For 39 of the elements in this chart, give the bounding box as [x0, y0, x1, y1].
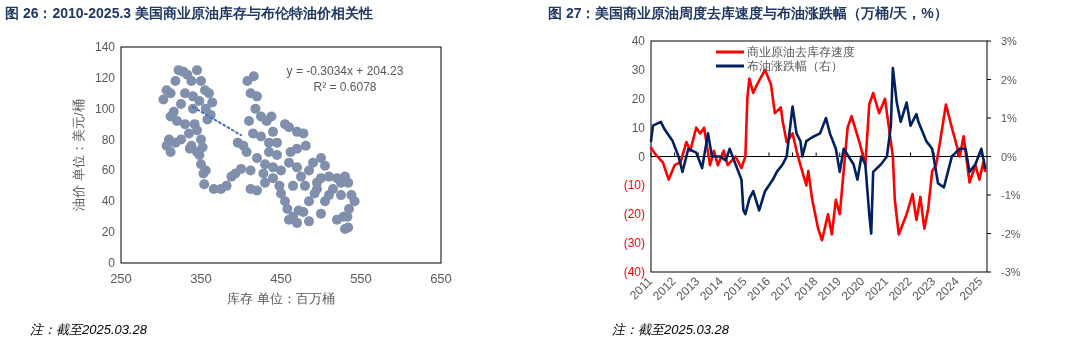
x-tick-label: 450	[270, 271, 292, 286]
y2-tick-label: 0%	[1001, 150, 1018, 163]
y-tick-label: 30	[631, 62, 646, 77]
chart-title: 图 27：美国商业原油周度去库速度与布油涨跌幅（万桶/天，%）	[548, 5, 948, 21]
legend-label: 布油涨跌幅（右）	[747, 59, 843, 73]
x-tick-label: 650	[430, 271, 452, 286]
text: 注：截至2025.03.28	[612, 322, 730, 337]
annotation: R² = 0.6078	[313, 80, 377, 94]
annotation: y = -0.3034x + 204.23	[286, 64, 404, 78]
x-tick-label: 550	[350, 271, 372, 286]
legend-label: 商业原油去库存速度	[747, 45, 855, 59]
y2-tick-label: 3%	[1001, 35, 1018, 47]
y-tick-label: 100	[94, 101, 116, 116]
y2-tick-label: -1%	[1001, 189, 1021, 201]
y2-tick-label: -3%	[1001, 266, 1021, 278]
text: 注：截至2025.03.28	[30, 322, 148, 337]
chart-title: 图 26：2010-2025.3 美国商业原油库存与布伦特油价相关性	[5, 5, 373, 21]
y-tick-label: 60	[101, 163, 116, 178]
y-tick-label: 140	[94, 40, 116, 54]
y-tick-label: 20	[631, 91, 646, 106]
x-tick-label: 250	[110, 271, 132, 286]
y2-tick-label: 2%	[1001, 73, 1018, 86]
y2-tick-label: 1%	[1001, 112, 1018, 124]
y-tick-label: 0	[108, 256, 116, 270]
y-axis-title: 油价 单位：美元/桶	[71, 99, 86, 211]
y-tick-label: (30)	[623, 236, 645, 251]
y-tick-label: 10	[631, 120, 646, 135]
y-tick-label: 120	[94, 70, 116, 85]
y-tick-label: 80	[101, 132, 116, 147]
x-tick-label: 350	[190, 271, 212, 286]
y-tick-label: 40	[101, 194, 116, 209]
y-tick-label: (40)	[623, 265, 645, 279]
y-tick-label: (10)	[623, 178, 645, 193]
x-axis-title: 库存 单位：百万桶	[227, 291, 335, 306]
y-tick-label: (20)	[623, 207, 645, 222]
y2-tick-label: -2%	[1001, 227, 1021, 240]
y-tick-label: 40	[631, 34, 646, 48]
y-tick-label: 20	[101, 225, 116, 240]
y-tick-label: 0	[638, 149, 646, 164]
